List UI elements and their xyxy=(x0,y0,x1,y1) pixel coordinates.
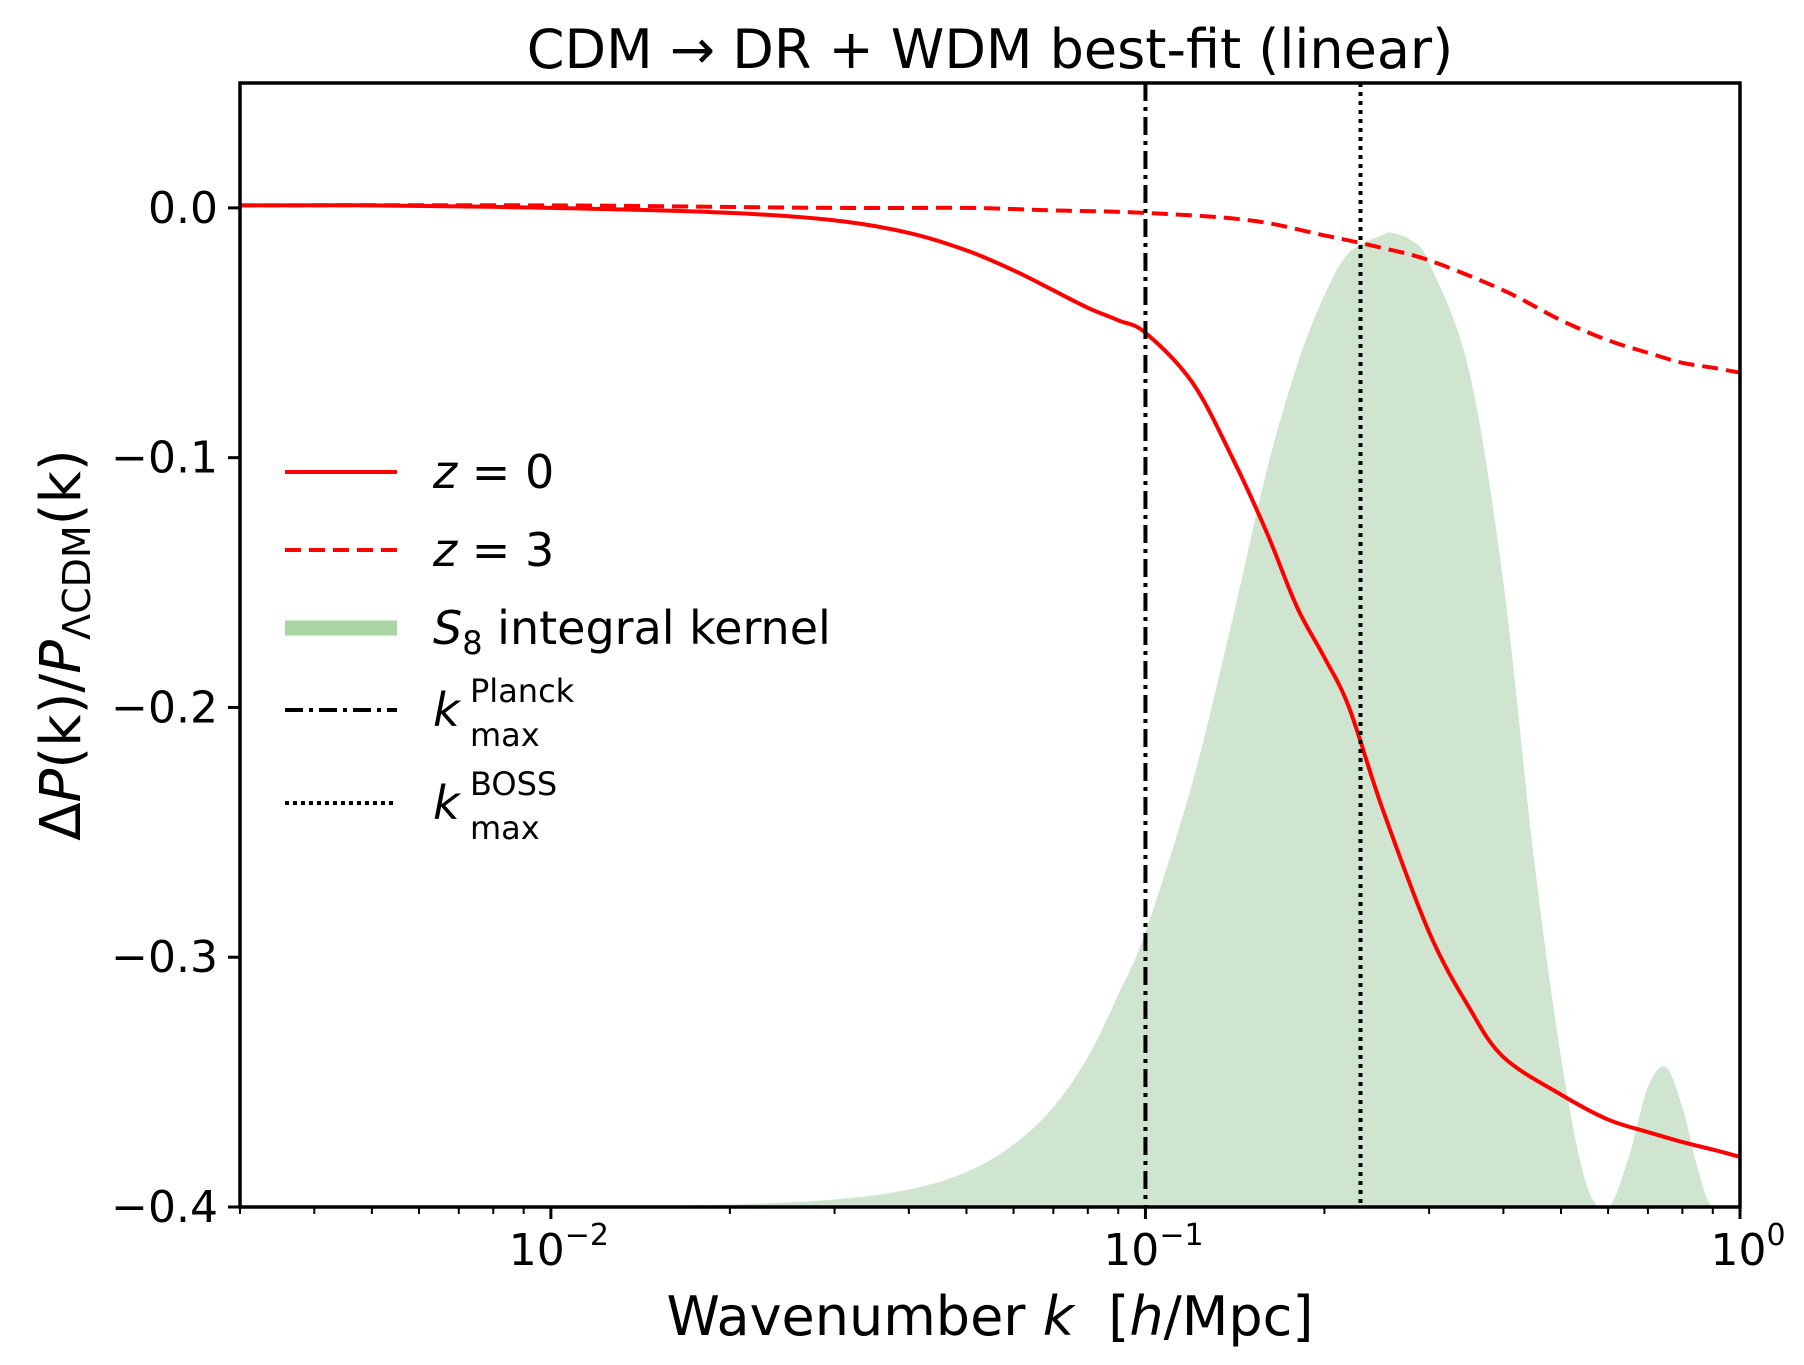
x-axis-label: Wavenumber k [h/Mpc] xyxy=(667,1285,1314,1348)
tick-layer: 0.0 −0.1 −0.2 −0.3 −0.4 10−2 10−1 100 xyxy=(111,183,1785,1276)
y-axis-label: ΔP(k)/PΛCDM(k) xyxy=(29,449,99,841)
y-label-p1: P xyxy=(29,768,94,802)
x-tick-label: 10−2 xyxy=(509,1218,609,1276)
x-label-post: /Mpc] xyxy=(1164,1285,1314,1348)
legend-label-z3: z = 3 xyxy=(432,523,554,577)
y-tick-label: −0.3 xyxy=(111,932,218,983)
y-label-sub: ΛCDM xyxy=(55,525,99,640)
vline-layer xyxy=(1143,83,1363,1207)
chart-title: CDM → DR + WDM best-fit (linear) xyxy=(527,18,1453,81)
y-label-k1: (k)/ xyxy=(29,674,94,769)
svg-text:ΔP(k)/PΛCDM(k): ΔP(k)/PΛCDM(k) xyxy=(29,449,99,841)
x-label-mid: [ xyxy=(1074,1285,1129,1348)
legend-label-z0: z = 0 xyxy=(432,445,554,499)
x-tick-label: 100 xyxy=(1710,1218,1785,1276)
legend-label-kernel: S8 integral kernel xyxy=(433,601,831,662)
y-tick-label: −0.2 xyxy=(111,682,218,733)
legend: z = 0 z = 3 S8 integral kernel k Planck ma… xyxy=(285,445,831,847)
legend-label-planck: k Planck max xyxy=(433,672,575,754)
series-line-z3 xyxy=(240,203,1740,375)
y-tick-label: −0.4 xyxy=(111,1182,218,1233)
x-label-var2: h xyxy=(1129,1285,1163,1348)
x-label-var: k xyxy=(1043,1285,1077,1348)
series-line-z0 xyxy=(240,203,1740,1159)
legend-label-boss: k BOSS max xyxy=(433,765,557,847)
y-tick-label: 0.0 xyxy=(148,183,218,234)
kernel-area xyxy=(240,232,1740,1207)
y-label-k2: (k) xyxy=(29,449,94,525)
plot-frame xyxy=(238,81,1742,1209)
y-label-p2: P xyxy=(29,640,94,674)
y-tick-label: −0.1 xyxy=(111,433,218,484)
x-label-pre: Wavenumber xyxy=(667,1285,1043,1348)
y-label-delta: Δ xyxy=(29,802,94,840)
series-layer xyxy=(240,203,1740,1159)
kernel-layer xyxy=(240,232,1740,1207)
x-tick-label: 10−1 xyxy=(1103,1218,1203,1276)
